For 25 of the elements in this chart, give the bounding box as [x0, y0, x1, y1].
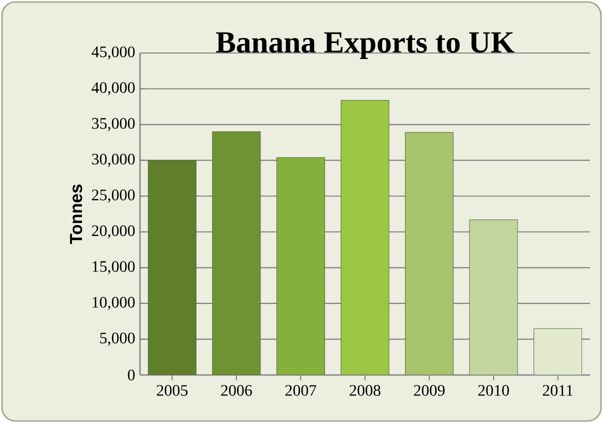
- chart-title: Banana Exports to UK: [216, 32, 514, 59]
- y-tick-label: 45,000: [92, 46, 135, 60]
- x-tick-label: 2008: [350, 385, 380, 396]
- bar: [212, 131, 261, 375]
- bar: [405, 132, 454, 375]
- x-tick-label: 2009: [414, 385, 445, 396]
- y-tick-label: 30,000: [92, 154, 135, 167]
- x-tick-label: 2007: [285, 385, 316, 396]
- bar: [276, 157, 325, 375]
- y-tick-label: 25,000: [92, 190, 135, 203]
- x-tick-label: 2010: [478, 385, 509, 396]
- bar: [534, 328, 582, 375]
- y-tick-label: 15,000: [92, 261, 135, 274]
- y-tick-label: 35,000: [92, 118, 135, 132]
- y-tick-label: 5,000: [100, 332, 135, 346]
- y-tick-label: 0: [128, 370, 135, 380]
- y-tick-label: 40,000: [92, 82, 135, 96]
- y-tick-label: 20,000: [92, 225, 135, 238]
- x-tick-label: 2005: [156, 385, 188, 396]
- y-axis-title: Tonnes: [70, 184, 82, 244]
- x-tick-label: 2006: [221, 385, 252, 396]
- bar: [148, 160, 196, 375]
- bar: [340, 100, 390, 375]
- x-tick-label: 2011: [542, 385, 573, 396]
- y-tick-label: 10,000: [92, 296, 135, 310]
